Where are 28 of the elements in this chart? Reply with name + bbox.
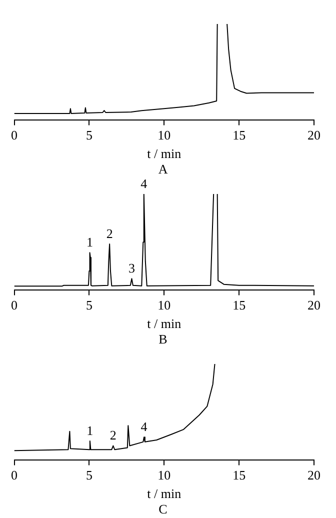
x-tick-label: 5	[86, 297, 92, 312]
text: A	[158, 162, 168, 177]
x-tick-label: 0	[11, 127, 18, 142]
annotation: 4	[140, 419, 148, 434]
x-tick-label: 15	[232, 297, 246, 312]
annotation: 4	[140, 176, 148, 191]
x-tick-label: 0	[11, 467, 18, 482]
x-tick-label: 10	[158, 467, 171, 482]
x-tick-label: 0	[11, 297, 18, 312]
text: C	[158, 502, 168, 517]
x-axis-title: t / min	[147, 316, 182, 332]
annotation: 1	[86, 422, 94, 438]
x-tick-label: 5	[86, 467, 92, 482]
x-tick-label: 10	[158, 127, 171, 142]
x-tick-label: 20	[308, 127, 320, 142]
x-axis-title: t / min	[147, 486, 182, 502]
x-tick-label: 20	[308, 467, 320, 482]
annotation: 1	[86, 234, 94, 250]
x-tick-label: 15	[232, 467, 246, 482]
x-tick-label: 20	[308, 297, 320, 312]
annotation: 3	[128, 260, 135, 276]
x-tick-label: 10	[158, 297, 171, 312]
annotation: 2	[110, 428, 116, 443]
annotation: 2	[106, 226, 113, 241]
x-tick-label: 15	[232, 127, 246, 142]
x-tick-label: 5	[86, 127, 92, 142]
text: B	[158, 332, 168, 347]
x-axis-title: t / min	[147, 146, 182, 162]
